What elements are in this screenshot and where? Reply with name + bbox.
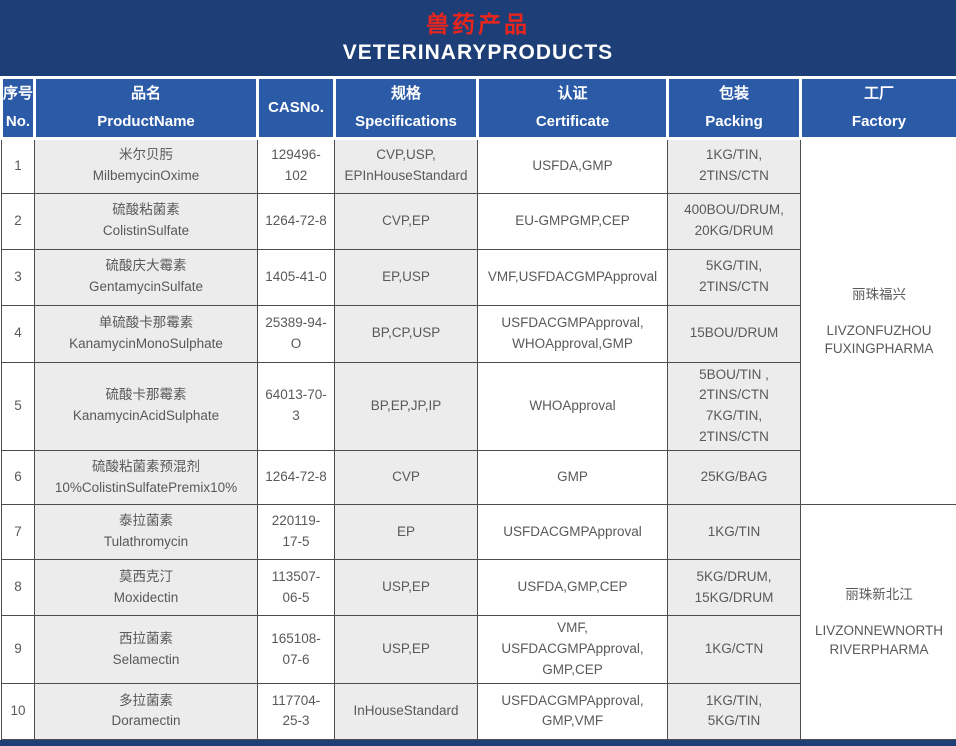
cell-factory: 丽珠新北江 LIVZONNEWNORTH RIVERPHARMA — [801, 505, 956, 740]
column-header-specifications: 规格 Specifications — [335, 78, 478, 139]
cell-no: 10 — [2, 683, 35, 739]
cell-no: 6 — [2, 451, 35, 505]
cell-name: 多拉菌素 Doramectin — [35, 683, 258, 739]
cell-no: 1 — [2, 138, 35, 193]
cell-cert: USFDA,GMP,CEP — [478, 560, 668, 616]
column-header-packing: 包装 Packing — [668, 78, 801, 139]
cell-no: 7 — [2, 505, 35, 560]
cell-spec: CVP,USP, EPInHouseStandard — [335, 138, 478, 193]
cell-pack: 5KG/DRUM, 15KG/DRUM — [668, 560, 801, 616]
cell-spec: InHouseStandard — [335, 683, 478, 739]
cell-cas: 113507- 06-5 — [258, 560, 335, 616]
cell-cas: 1264-72-8 — [258, 193, 335, 249]
factory-name-zh: 丽珠新北江 — [804, 585, 954, 606]
factory-name-en: LIVZONNEWNORTH RIVERPHARMA — [804, 622, 954, 658]
page-title-en: VETERINARYPRODUCTS — [343, 40, 613, 65]
cell-spec: CVP — [335, 451, 478, 505]
cell-pack: 1KG/TIN, 5KG/TIN — [668, 683, 801, 739]
cell-cert: USFDACGMPApproval, WHOApproval,GMP — [478, 305, 668, 362]
cell-pack: 5KG/TIN, 2TINS/CTN — [668, 249, 801, 305]
column-header-factory: 工厂 Factory — [801, 78, 956, 139]
cell-no: 9 — [2, 616, 35, 684]
cell-no: 8 — [2, 560, 35, 616]
cell-factory: 丽珠福兴 LIVZONFUZHOU FUXINGPHARMA — [801, 138, 956, 505]
cell-cas: 129496- 102 — [258, 138, 335, 193]
cell-cas: 220119- 17-5 — [258, 505, 335, 560]
cell-spec: USP,EP — [335, 616, 478, 684]
cell-name: 西拉菌素 Selamectin — [35, 616, 258, 684]
cell-cert: VMF,USFDACGMPApproval — [478, 249, 668, 305]
cell-cas: 165108- 07-6 — [258, 616, 335, 684]
factory-name-zh: 丽珠福兴 — [804, 285, 954, 306]
cell-name: 单硫酸卡那霉素 KanamycinMonoSulphate — [35, 305, 258, 362]
cell-no: 4 — [2, 305, 35, 362]
cell-no: 2 — [2, 193, 35, 249]
bottom-bar — [0, 740, 956, 746]
cell-no: 3 — [2, 249, 35, 305]
column-header-product-name: 品名 ProductName — [35, 78, 258, 139]
cell-pack: 1KG/TIN, 2TINS/CTN — [668, 138, 801, 193]
cell-pack: 5BOU/TIN , 2TINS/CTN 7KG/TIN, 2TINS/CTN — [668, 362, 801, 451]
cell-cert: WHOApproval — [478, 362, 668, 451]
cell-spec: BP,EP,JP,IP — [335, 362, 478, 451]
cell-cert: USFDACGMPApproval — [478, 505, 668, 560]
cell-name: 泰拉菌素 Tulathromycin — [35, 505, 258, 560]
cell-name: 米尔贝肟 MilbemycinOxime — [35, 138, 258, 193]
cell-no: 5 — [2, 362, 35, 451]
cell-cas: 1264-72-8 — [258, 451, 335, 505]
cell-pack: 25KG/BAG — [668, 451, 801, 505]
column-header-certificate: 认证 Certificate — [478, 78, 668, 139]
cell-spec: EP — [335, 505, 478, 560]
cell-cert: EU-GMPGMP,CEP — [478, 193, 668, 249]
products-table: 序号 No. 品名 ProductName CASNo. 规格 Specific… — [0, 76, 956, 740]
cell-name: 硫酸卡那霉素 KanamycinAcidSulphate — [35, 362, 258, 451]
column-header-no: 序号 No. — [2, 78, 35, 139]
cell-spec: BP,CP,USP — [335, 305, 478, 362]
cell-cas: 117704- 25-3 — [258, 683, 335, 739]
cell-cas: 25389-94- O — [258, 305, 335, 362]
cell-pack: 15BOU/DRUM — [668, 305, 801, 362]
cell-pack: 400BOU/DRUM, 20KG/DRUM — [668, 193, 801, 249]
cell-cert: USFDACGMPApproval, GMP,VMF — [478, 683, 668, 739]
cell-pack: 1KG/CTN — [668, 616, 801, 684]
table-header-row: 序号 No. 品名 ProductName CASNo. 规格 Specific… — [2, 78, 956, 139]
cell-name: 莫西克汀 Moxidectin — [35, 560, 258, 616]
cell-name: 硫酸粘菌素 ColistinSulfate — [35, 193, 258, 249]
cell-spec: EP,USP — [335, 249, 478, 305]
cell-cas: 64013-70- 3 — [258, 362, 335, 451]
page-banner: 兽药产品 VETERINARYPRODUCTS — [0, 0, 956, 76]
cell-name: 硫酸庆大霉素 GentamycinSulfate — [35, 249, 258, 305]
factory-name-en: LIVZONFUZHOU FUXINGPHARMA — [804, 322, 954, 358]
column-header-cas-no: CASNo. — [258, 78, 335, 139]
cell-spec: USP,EP — [335, 560, 478, 616]
cell-pack: 1KG/TIN — [668, 505, 801, 560]
cell-name: 硫酸粘菌素预混剂 10%ColistinSulfatePremix10% — [35, 451, 258, 505]
cell-spec: CVP,EP — [335, 193, 478, 249]
cell-cas: 1405-41-0 — [258, 249, 335, 305]
page-title-zh: 兽药产品 — [426, 10, 530, 40]
cell-cert: GMP — [478, 451, 668, 505]
cell-cert: VMF, USFDACGMPApproval, GMP,CEP — [478, 616, 668, 684]
cell-cert: USFDA,GMP — [478, 138, 668, 193]
